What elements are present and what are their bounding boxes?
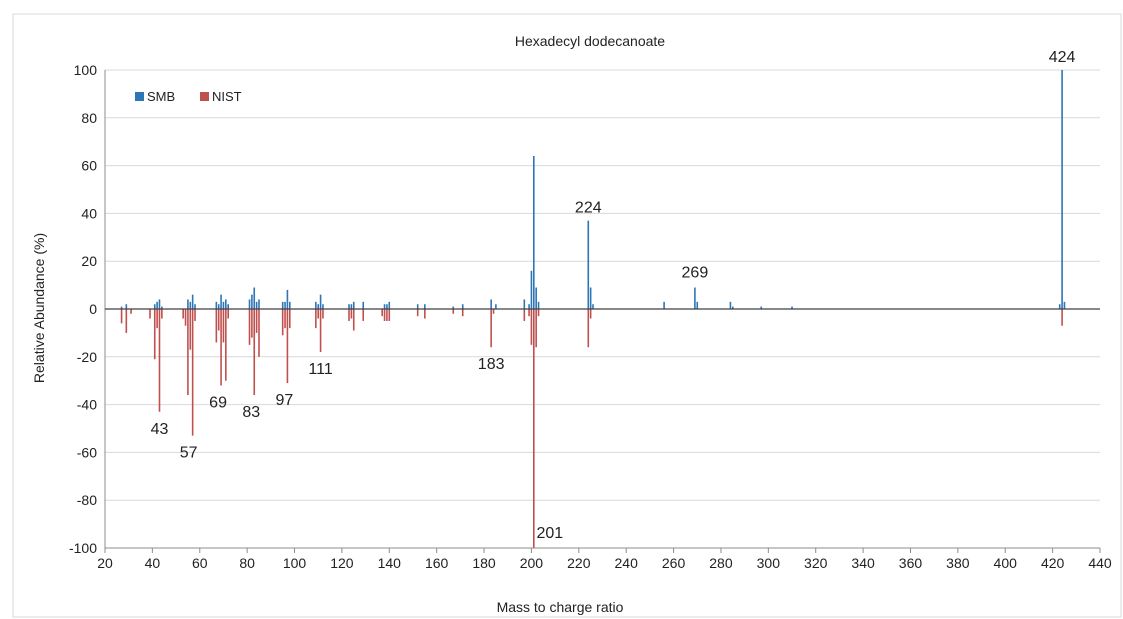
legend-label-nist: NIST (212, 89, 242, 104)
x-tick-label: 120 (330, 555, 354, 571)
peak-label-269: 269 (682, 264, 709, 281)
y-tick-label: -60 (77, 444, 97, 460)
x-tick-label: 400 (994, 555, 1018, 571)
x-tick-label: 440 (1088, 555, 1112, 571)
peak-annotations: 424 224 269 111 183 97 69 83 43 57 201 (151, 49, 1076, 542)
legend: SMB NIST (135, 89, 242, 104)
x-tick-label: 220 (567, 555, 591, 571)
y-tick-label: -20 (77, 349, 97, 365)
y-tick-label: 40 (81, 205, 97, 221)
x-tick-label: 60 (192, 555, 208, 571)
axes (104, 70, 1101, 553)
x-tick-label: 200 (520, 555, 544, 571)
peak-label-97: 97 (276, 392, 294, 409)
x-tick-label: 300 (757, 555, 781, 571)
y-tick-label: -80 (77, 492, 97, 508)
x-tick-label: 140 (378, 555, 402, 571)
x-tick-label: 340 (851, 555, 875, 571)
x-axis-title: Mass to charge ratio (497, 599, 624, 615)
x-tick-label: 40 (145, 555, 161, 571)
peak-label-69: 69 (209, 394, 227, 411)
x-tick-label: 380 (946, 555, 970, 571)
y-tick-label: 60 (81, 158, 97, 174)
x-tick-label: 240 (615, 555, 639, 571)
peak-label-183: 183 (478, 356, 505, 373)
y-tick-label: -100 (69, 540, 97, 556)
x-tick-label: 80 (239, 555, 255, 571)
peak-label-111: 111 (308, 361, 332, 378)
spectrum-bars (120, 70, 1066, 548)
peak-label-43: 43 (151, 421, 169, 438)
x-tick-label: 100 (283, 555, 307, 571)
peak-label-224: 224 (575, 200, 602, 217)
x-tick-label: 420 (1041, 555, 1065, 571)
x-tick-label: 320 (804, 555, 828, 571)
y-tick-label: 0 (89, 301, 97, 317)
chart-border (12, 13, 1122, 618)
legend-swatch-smb (135, 92, 144, 101)
legend-swatch-nist (200, 92, 209, 101)
x-tick-label: 180 (472, 555, 496, 571)
peak-label-201: 201 (536, 525, 563, 542)
peak-label-83: 83 (242, 404, 260, 421)
x-tick-label: 260 (662, 555, 686, 571)
y-tick-label: 80 (81, 110, 97, 126)
x-tick-label: 280 (709, 555, 733, 571)
y-tick-label: 20 (81, 253, 97, 269)
y-tick-label: 100 (74, 62, 98, 78)
legend-label-smb: SMB (147, 89, 175, 104)
chart-title: Hexadecyl dodecanoate (515, 33, 665, 49)
peak-label-57: 57 (180, 445, 198, 462)
peak-label-424: 424 (1049, 49, 1076, 66)
x-tick-label: 160 (425, 555, 449, 571)
x-tick-label: 20 (97, 555, 113, 571)
y-axis-title: Relative Abundance (%) (31, 233, 47, 383)
y-tick-label: -40 (77, 397, 97, 413)
x-tick-label: 360 (899, 555, 923, 571)
